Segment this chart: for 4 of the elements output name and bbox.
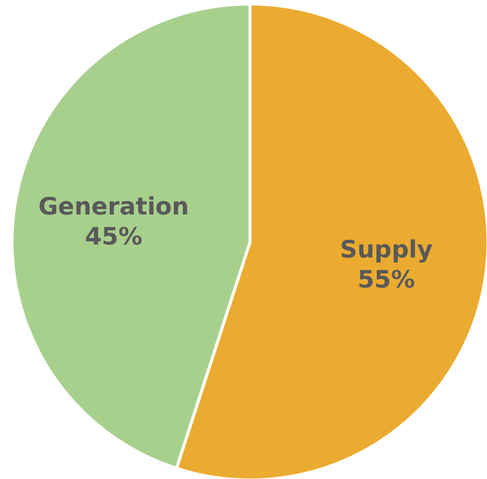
data-label: 45% [84,222,142,250]
slice-label: Supply [340,236,433,264]
data-label: 55% [358,266,416,294]
slice-label: Generation [38,192,189,220]
